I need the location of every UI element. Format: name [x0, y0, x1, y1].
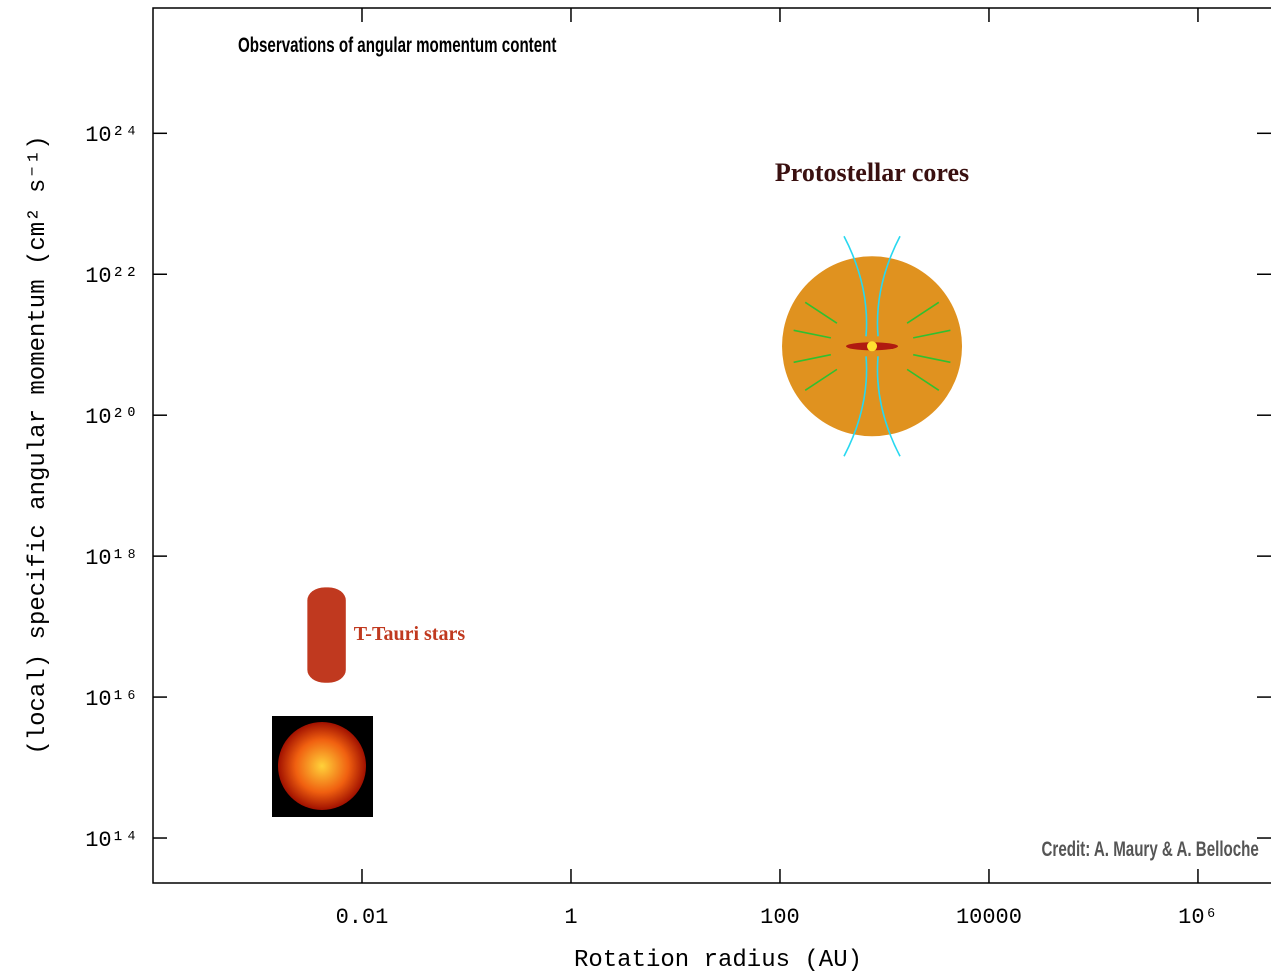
y-tick-label: 10¹⁶ [85, 687, 138, 712]
x-axis-label: Rotation radius (AU) [574, 947, 862, 974]
sun [278, 722, 366, 810]
y-tick-label: 10²⁴ [85, 123, 138, 148]
y-tick-label: 10²⁰ [85, 405, 138, 430]
protostar [867, 341, 877, 351]
y-axis-label: (local) specific angular momentum (cm² s… [25, 135, 52, 754]
y-tick-label: 10¹⁴ [85, 828, 138, 853]
credit: Credit: A. Maury & A. Belloche [1042, 838, 1259, 862]
chart: Rotation radius (AU) (local) specific an… [0, 0, 1271, 976]
protostellar-core [782, 236, 962, 456]
x-tick-label: 0.01 [336, 905, 389, 930]
legend-label: T-Tauri stars [354, 623, 465, 646]
y-tick-label: 10¹⁸ [85, 546, 138, 571]
chart-title: Observations of angular momentum content [238, 34, 556, 58]
x-tick-label: 1 [564, 905, 577, 930]
x-tick-label: 100 [760, 905, 800, 930]
page: {"chart_data": { "type": "region", "titl… [0, 0, 1271, 976]
y-tick-label: 10²² [85, 264, 138, 289]
x-tick-label: 10000 [956, 905, 1022, 930]
legend-label: Protostellar cores [762, 156, 982, 190]
region [307, 587, 345, 682]
x-tick-label: 10⁶ [1178, 905, 1218, 930]
